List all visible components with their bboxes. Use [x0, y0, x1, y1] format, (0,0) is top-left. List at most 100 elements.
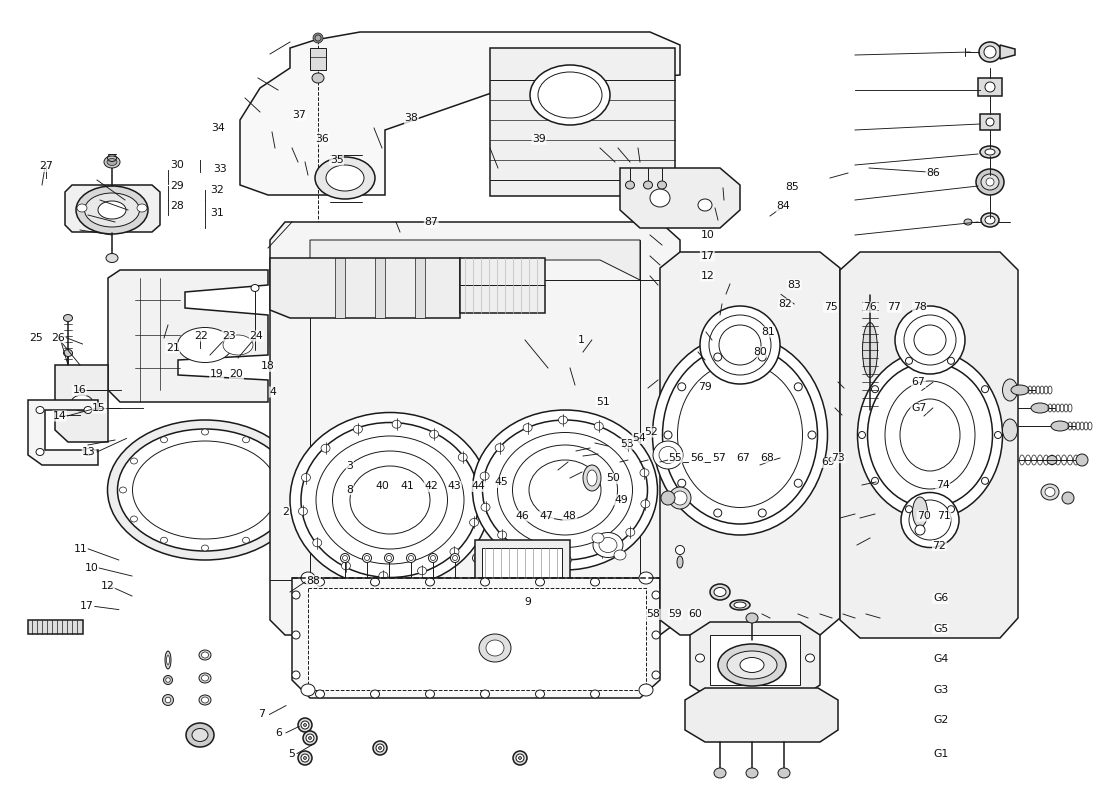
Ellipse shape [321, 444, 330, 452]
Ellipse shape [964, 219, 972, 225]
Ellipse shape [292, 631, 300, 639]
Ellipse shape [292, 671, 300, 679]
Text: 50: 50 [606, 474, 619, 483]
Text: 87: 87 [425, 218, 438, 227]
Bar [28, 620, 82, 634]
Text: 18: 18 [261, 362, 274, 371]
Text: 31: 31 [210, 208, 223, 218]
Text: 56: 56 [691, 453, 704, 462]
Ellipse shape [164, 675, 173, 685]
Text: 58: 58 [647, 610, 660, 619]
Ellipse shape [407, 554, 416, 562]
Ellipse shape [1050, 421, 1069, 431]
Ellipse shape [408, 555, 414, 561]
Ellipse shape [473, 485, 482, 493]
Text: 81: 81 [761, 327, 774, 337]
Ellipse shape [640, 469, 649, 477]
Ellipse shape [513, 445, 617, 535]
Polygon shape [28, 400, 98, 465]
Ellipse shape [301, 684, 315, 696]
Ellipse shape [314, 33, 323, 43]
Ellipse shape [678, 479, 685, 487]
Ellipse shape [426, 690, 434, 698]
Ellipse shape [678, 383, 685, 391]
Ellipse shape [36, 406, 44, 414]
Ellipse shape [913, 497, 927, 527]
Ellipse shape [626, 528, 635, 536]
Text: 8: 8 [346, 485, 353, 494]
Ellipse shape [858, 431, 866, 438]
Ellipse shape [591, 578, 600, 586]
Bar [490, 48, 675, 196]
Ellipse shape [473, 410, 658, 570]
Ellipse shape [371, 578, 380, 586]
Ellipse shape [497, 531, 507, 539]
Text: 26: 26 [52, 333, 65, 342]
Polygon shape [660, 252, 840, 635]
Ellipse shape [714, 353, 722, 361]
Ellipse shape [794, 383, 802, 391]
Bar [710, 635, 800, 685]
Ellipse shape [84, 449, 92, 455]
Ellipse shape [808, 431, 816, 439]
Ellipse shape [301, 474, 310, 482]
Ellipse shape [652, 335, 827, 535]
Ellipse shape [653, 441, 683, 469]
Ellipse shape [163, 694, 174, 706]
Text: 45: 45 [495, 478, 508, 487]
Text: 48: 48 [563, 511, 576, 521]
Ellipse shape [298, 507, 308, 515]
Ellipse shape [418, 566, 427, 574]
Ellipse shape [858, 351, 1002, 519]
Text: 43: 43 [448, 482, 461, 491]
Ellipse shape [518, 757, 521, 759]
Ellipse shape [120, 487, 127, 493]
Text: 51: 51 [596, 397, 609, 406]
Ellipse shape [273, 516, 279, 522]
Ellipse shape [315, 157, 375, 199]
Ellipse shape [104, 156, 120, 168]
Ellipse shape [624, 441, 632, 449]
Text: 42: 42 [425, 482, 438, 491]
Ellipse shape [304, 757, 307, 759]
Ellipse shape [251, 285, 258, 291]
Text: 84: 84 [777, 202, 790, 211]
Text: 36: 36 [316, 134, 329, 144]
Ellipse shape [481, 690, 490, 698]
Ellipse shape [986, 118, 994, 126]
Text: eurospares: eurospares [229, 327, 392, 353]
Ellipse shape [430, 555, 436, 561]
Text: G3: G3 [933, 685, 948, 694]
Ellipse shape [529, 460, 601, 520]
Ellipse shape [386, 555, 392, 561]
Text: 53: 53 [620, 439, 634, 449]
Ellipse shape [901, 493, 959, 547]
Text: 29: 29 [170, 181, 184, 190]
Text: eurospares: eurospares [518, 327, 682, 353]
Ellipse shape [341, 638, 350, 646]
Ellipse shape [994, 431, 1001, 438]
Ellipse shape [659, 446, 676, 463]
Ellipse shape [718, 644, 786, 686]
Ellipse shape [984, 149, 996, 155]
Ellipse shape [386, 639, 392, 645]
Bar [375, 258, 385, 318]
Ellipse shape [342, 555, 348, 561]
Bar [978, 78, 1002, 96]
Ellipse shape [714, 587, 726, 597]
Text: 88: 88 [307, 576, 320, 586]
Polygon shape [685, 688, 838, 742]
Ellipse shape [594, 422, 603, 430]
Text: eurospares: eurospares [518, 507, 682, 533]
Ellipse shape [909, 500, 952, 540]
Ellipse shape [740, 658, 764, 673]
Ellipse shape [480, 472, 490, 480]
Ellipse shape [662, 346, 817, 524]
Ellipse shape [301, 572, 315, 584]
Ellipse shape [201, 697, 209, 703]
Ellipse shape [326, 165, 364, 191]
Ellipse shape [868, 362, 992, 507]
Bar [460, 258, 544, 313]
Bar [475, 540, 570, 615]
Ellipse shape [201, 429, 209, 435]
